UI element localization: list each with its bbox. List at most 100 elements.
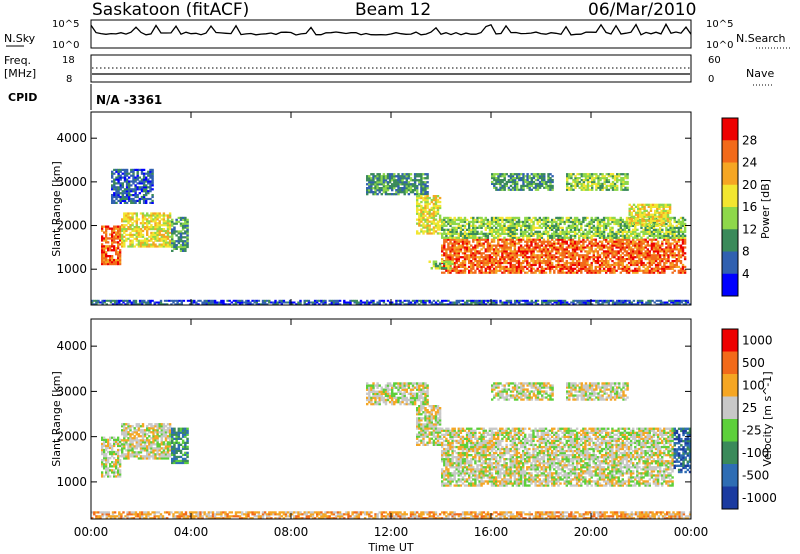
data-cell	[638, 238, 641, 241]
data-cell	[572, 303, 575, 306]
data-cell	[122, 301, 125, 304]
data-cell	[607, 184, 611, 187]
data-cell	[671, 256, 674, 259]
data-cell	[600, 242, 604, 245]
data-cell	[151, 180, 154, 183]
data-cell	[141, 303, 144, 306]
data-cell	[536, 299, 540, 302]
data-cell	[472, 228, 475, 231]
data-cell	[590, 267, 593, 270]
data-cell	[177, 216, 181, 219]
data-cell	[591, 186, 594, 189]
data-cell	[593, 173, 596, 176]
data-cell	[492, 248, 496, 251]
data-cell	[465, 248, 469, 251]
data-cell	[374, 183, 377, 186]
data-cell	[142, 174, 146, 177]
data-cell	[609, 186, 613, 189]
data-cell	[251, 303, 254, 306]
data-cell	[662, 207, 665, 210]
data-cell	[129, 224, 132, 227]
data-cell	[175, 240, 178, 243]
data-cell	[665, 258, 668, 261]
data-cell	[117, 245, 120, 248]
data-cell	[509, 244, 512, 247]
data-cell	[513, 177, 517, 180]
data-cell	[105, 303, 108, 306]
data-cell	[443, 254, 446, 257]
data-cell	[478, 220, 481, 224]
data-cell	[503, 265, 506, 268]
data-cell	[574, 177, 577, 180]
data-cell	[532, 261, 535, 265]
data-cell	[654, 230, 658, 233]
data-cell	[542, 232, 546, 235]
data-cell	[549, 252, 552, 255]
data-cell	[177, 238, 181, 241]
data-cell	[646, 232, 649, 235]
data-cell	[376, 193, 379, 196]
data-cell	[366, 177, 369, 180]
data-cell	[679, 250, 683, 253]
data-cell	[660, 215, 663, 218]
data-cell	[420, 224, 423, 227]
data-cell	[638, 267, 641, 270]
data-cell	[656, 222, 660, 226]
data-cell	[420, 177, 423, 180]
data-cell	[538, 186, 542, 189]
data-cell	[647, 203, 650, 206]
data-cell	[517, 240, 521, 243]
data-cell	[393, 181, 396, 184]
data-cell	[536, 175, 540, 178]
data-cell	[637, 211, 640, 214]
data-cell	[136, 186, 139, 189]
data-cell	[138, 180, 141, 183]
data-cell	[681, 236, 685, 239]
data-cell	[658, 211, 661, 214]
data-cell	[549, 234, 552, 237]
data-cell	[411, 179, 415, 182]
data-cell	[503, 258, 506, 261]
data-cell	[457, 271, 460, 274]
data-cell	[463, 254, 467, 257]
data-cell	[472, 265, 475, 268]
data-cell	[530, 184, 533, 187]
data-cell	[597, 180, 600, 184]
data-cell	[105, 299, 108, 302]
data-cell	[661, 228, 664, 231]
data-cell	[495, 271, 498, 274]
data-cell	[625, 254, 629, 257]
data-cell	[171, 238, 174, 241]
data-cell	[401, 191, 404, 194]
data-cell	[140, 182, 144, 185]
data-cell	[549, 246, 552, 249]
data-cell	[453, 222, 456, 226]
data-cell	[399, 191, 402, 194]
data-cell	[526, 303, 529, 306]
data-cell	[591, 303, 594, 306]
data-cell	[476, 238, 479, 241]
data-cell	[590, 218, 593, 222]
data-cell	[474, 248, 477, 251]
data-cell	[145, 194, 148, 197]
data-cell	[538, 230, 541, 233]
data-cell	[299, 299, 302, 302]
data-cell	[478, 269, 481, 272]
data-cell	[125, 186, 129, 189]
data-cell	[509, 218, 512, 222]
data-cell	[125, 174, 129, 177]
data-cell	[430, 220, 433, 223]
data-cell	[156, 216, 159, 219]
data-cell	[632, 256, 635, 259]
data-cell	[380, 187, 383, 190]
data-cell	[565, 216, 568, 220]
data-cell	[654, 265, 658, 268]
data-cell	[654, 215, 657, 218]
data-cell	[526, 258, 529, 261]
data-cell	[465, 218, 469, 222]
data-cell	[590, 222, 593, 226]
data-cell	[557, 224, 560, 227]
data-cell	[594, 226, 597, 229]
data-cell	[332, 303, 336, 306]
data-cell	[451, 236, 454, 239]
